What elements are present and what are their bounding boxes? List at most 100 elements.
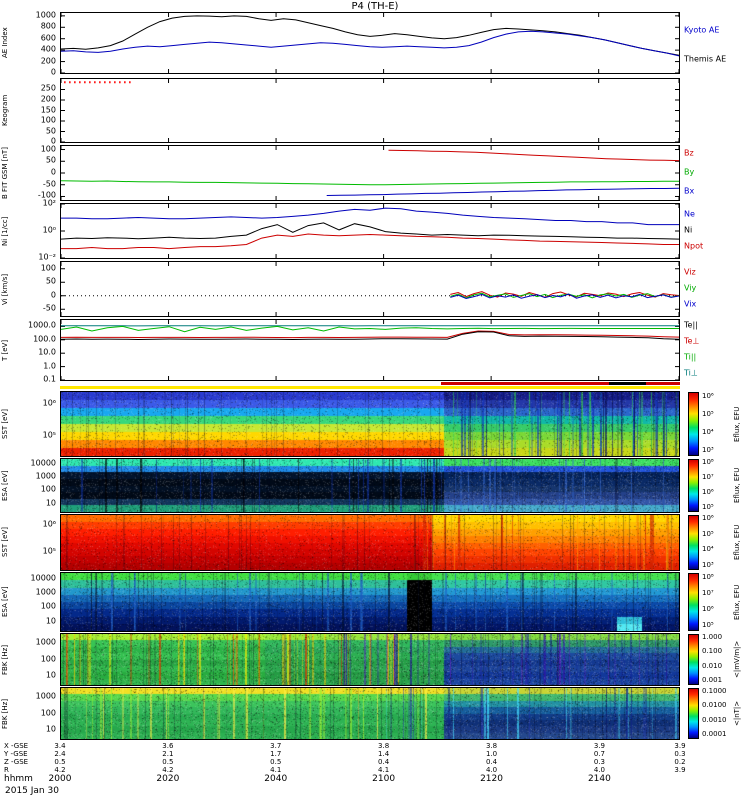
- colorbar-tick-label: 0.0001: [702, 730, 727, 738]
- panel-temperature: T [eV] 1000.0 100.0 10.0 1.0 0.1 Te|| Te⊥ Ti||…: [0, 319, 750, 384]
- colorbar: [688, 392, 699, 456]
- colorbar-unit-label: Eflux, EFU: [733, 406, 741, 442]
- y-tick-label: 1.0: [43, 361, 56, 371]
- series-label: Ni: [684, 225, 693, 235]
- y-tick-label: 10000: [30, 573, 56, 583]
- y-axis-title: AE Index: [1, 27, 9, 59]
- y-tick-label: 10: [45, 724, 56, 734]
- bottom-axis-value: 0.2: [674, 758, 686, 766]
- colorbar-tick-label: 10⁵: [702, 621, 714, 629]
- colorbar-tick-label: 10³: [702, 561, 714, 569]
- y-tick-label: 100: [40, 654, 56, 664]
- colorbar: [688, 515, 699, 570]
- y-tick-labels: 1000 100 10: [14, 687, 59, 740]
- series-label: Bx: [684, 186, 695, 196]
- panel-sst-electron: SST [eV] 10⁶ 10⁵ 10⁶ 10⁵ 10⁴ 10³ Eflux, EFU: [0, 514, 750, 571]
- y-tick-label: 10²: [42, 198, 56, 208]
- panel-fbk-bfield: FBK [Hz] 1000 100 10 0.1000 0.0100 0.0010 0.0…: [0, 687, 750, 740]
- colorbar-unit-label: <|nT|>: [733, 700, 741, 727]
- colorbar: [688, 634, 699, 685]
- plot-area-density: [60, 203, 680, 259]
- colorbar-tick-labels: 1.000 0.100 0.010 0.001: [702, 633, 731, 686]
- bottom-axis-value: 0.5: [270, 758, 282, 766]
- colorbar-tick-label: 10⁶: [702, 514, 714, 522]
- colorbar: [688, 459, 699, 512]
- series-label: Viy: [684, 283, 697, 293]
- bottom-axis-value: 3.9: [674, 766, 686, 774]
- series-label: Viz: [684, 267, 696, 277]
- colorbar-tick-label: 10⁵: [702, 503, 714, 511]
- y-axis-title: FBK [Hz]: [1, 644, 9, 675]
- date-label: 2015 Jan 30: [5, 786, 59, 796]
- bottom-axis-value: 2.4: [54, 750, 66, 758]
- bottom-axis-value: 0.7: [593, 750, 605, 758]
- colorbar-tick-labels: 10⁸ 10⁷ 10⁶ 10⁵: [702, 572, 731, 632]
- panel-density: Ni [1/cc] 10² 10⁰ 10⁻² Ne Ni Npot: [0, 199, 750, 262]
- bottom-axis-value: 2100: [372, 774, 396, 784]
- y-tick-labels: 1000 100 10: [14, 633, 59, 686]
- series-label: By: [684, 167, 695, 177]
- bottom-axis-value: 2040: [264, 774, 288, 784]
- bottom-axis-value: 3.7: [270, 742, 282, 750]
- y-tick-label: 0: [50, 67, 56, 77]
- y-tick-label: 0: [50, 167, 56, 177]
- series-label: Ti⊥: [684, 368, 698, 378]
- y-tick-label: 10⁻²: [38, 252, 56, 262]
- plot-area-velocity: [60, 261, 680, 317]
- panel-esa-ion: ESA [eV] 10000 1000 100 10 10⁸ 10⁷ 10⁶ 10⁵ Efl…: [0, 458, 750, 513]
- y-tick-labels: 10⁶ 10⁵: [14, 514, 59, 571]
- spectrogram-sst-electron: [60, 514, 680, 571]
- bottom-axis-value: 4.0: [485, 766, 498, 774]
- colorbar-tick-label: 10⁴: [702, 428, 714, 436]
- bottom-row-label: X -GSE: [4, 742, 29, 750]
- colorbar-tick-label: 0.001: [702, 676, 723, 684]
- bottom-row-label: Y -GSE: [4, 750, 28, 758]
- y-tick-label: 100: [40, 263, 56, 273]
- colorbar-tick-labels: 10⁶ 10⁵ 10⁴ 10³: [702, 391, 731, 457]
- bottom-axis-value: 3.8: [378, 742, 390, 750]
- y-tick-label: 10⁵: [42, 546, 56, 556]
- bottom-axis-value: 0.4: [485, 758, 498, 766]
- y-tick-label: -50: [42, 303, 56, 313]
- y-tick-label: 1000: [35, 691, 56, 701]
- y-tick-labels: 1000.0 100.0 10.0 1.0 0.1: [14, 319, 59, 384]
- colorbar-tick-label: 0.010: [702, 662, 723, 670]
- colorbar-unit-label: Eflux, EFU: [733, 584, 741, 620]
- y-tick-label: 50: [45, 276, 56, 286]
- y-tick-label: 250: [40, 83, 56, 93]
- y-axis-title: T [eV]: [1, 339, 9, 361]
- spectrogram-fbk-bfield: [60, 687, 680, 740]
- bottom-axis-value: 4.0: [593, 766, 605, 774]
- y-axis-title: ESA [eV]: [1, 470, 9, 501]
- y-tick-labels: 10² 10⁰ 10⁻²: [14, 199, 59, 262]
- bottom-axis-value: 4.2: [54, 766, 66, 774]
- y-tick-label: 1000: [35, 637, 56, 647]
- y-tick-label: 10⁶: [42, 398, 56, 408]
- colorbar-tick-label: 10³: [702, 446, 714, 454]
- bottom-axis-value: 3.8: [485, 742, 498, 750]
- bottom-axis-value: 4.1: [270, 766, 282, 774]
- y-tick-label: 10: [45, 616, 56, 626]
- series-legend: Ne Ni Npot: [684, 203, 748, 259]
- mode-bar: [0, 382, 750, 390]
- series-legend: [684, 78, 748, 143]
- y-axis-title: ESA [eV]: [1, 586, 9, 618]
- bottom-axis-value: 4.1: [378, 766, 390, 774]
- bottom-axis-value: 2140: [587, 774, 611, 784]
- plot-area-ae-index: [60, 12, 680, 74]
- y-tick-label: 10⁵: [42, 430, 56, 440]
- colorbar-unit-label: <|mV/m|>: [733, 640, 741, 679]
- plot-area-keogram: [60, 78, 680, 143]
- y-axis-title: B FIT GSM [nT]: [1, 147, 9, 199]
- panel-velocity: Vi [km/s] -50 0 50 100 Viz Viy Vix: [0, 261, 750, 317]
- mode-bar-segment: [441, 382, 680, 385]
- colorbar-tick-label: 10⁸: [702, 458, 714, 466]
- panel-sst-ion: SST [eV] 10⁶ 10⁵ 10⁶ 10⁵ 10⁴ 10³ Eflux, EFU: [0, 391, 750, 457]
- colorbar-tick-label: 10⁷: [702, 473, 714, 481]
- y-axis-title: SST [eV]: [1, 409, 9, 439]
- plot-area-temperature: [60, 319, 680, 381]
- colorbar-tick-label: 10⁴: [702, 545, 714, 553]
- y-tick-label: 50: [45, 155, 56, 165]
- y-tick-labels: 10⁶ 10⁵: [14, 391, 59, 457]
